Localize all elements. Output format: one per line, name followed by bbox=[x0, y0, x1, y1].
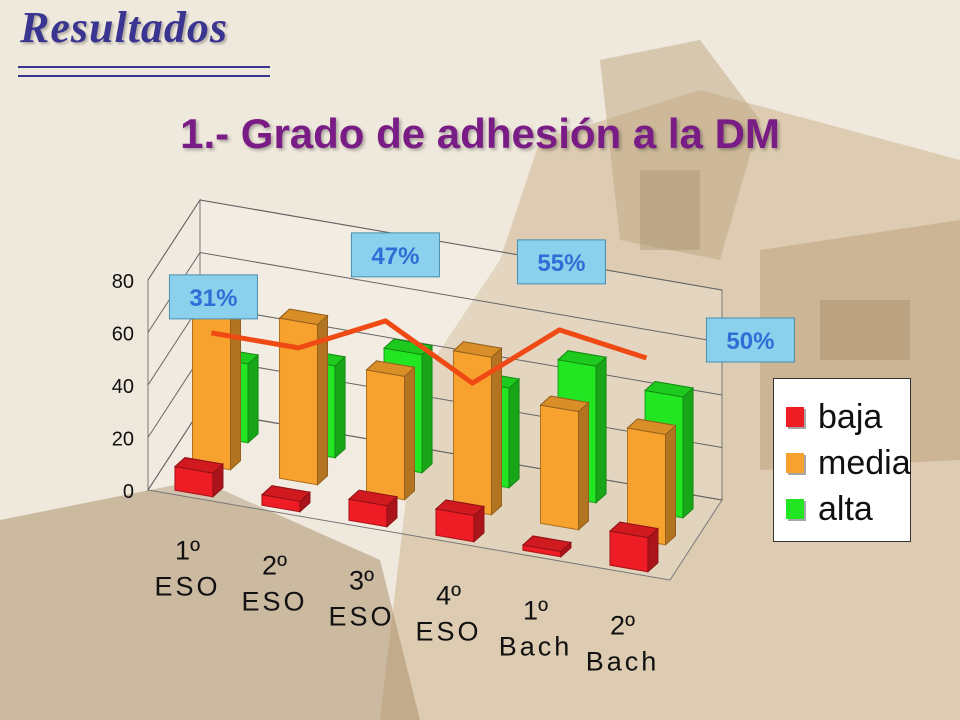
x-tick-label: Bach bbox=[499, 632, 573, 662]
x-tick-label: ESO bbox=[328, 602, 394, 632]
bar-side-alta-4 bbox=[595, 356, 607, 504]
bar-media-2 bbox=[366, 369, 406, 501]
x-tick-label: 1º bbox=[523, 596, 548, 626]
legend-label-baja: baja bbox=[818, 397, 883, 436]
x-tick-label: 4º bbox=[436, 581, 461, 611]
x-tick-label: Bach bbox=[586, 647, 660, 677]
bar-top-media-3 bbox=[452, 341, 503, 358]
bar-top-baja-1 bbox=[260, 485, 312, 502]
bar-top-baja-0 bbox=[173, 457, 225, 474]
annotation-label: 47% bbox=[371, 243, 419, 270]
bar-top-media-4 bbox=[539, 395, 590, 413]
annotation-label: 55% bbox=[537, 250, 585, 277]
x-tick-label: ESO bbox=[154, 572, 220, 602]
legend-item-baja: baja bbox=[786, 397, 882, 437]
legend-swatch-baja bbox=[786, 407, 804, 427]
bar-top-media-1 bbox=[278, 308, 329, 326]
y-tick-label: 40 bbox=[112, 376, 134, 398]
x-tick-label: 1º bbox=[175, 536, 200, 566]
bar-top-alta-2 bbox=[382, 338, 434, 356]
legend-swatch-alta bbox=[786, 499, 804, 519]
bar-side-alta-5 bbox=[682, 386, 694, 519]
x-tick-label: 3º bbox=[349, 566, 374, 596]
legend-item-alta: alta bbox=[786, 489, 873, 529]
bar-top-baja-2 bbox=[347, 489, 399, 507]
chart-title: 1.- Grado de adhesión a la DM bbox=[180, 110, 780, 157]
y-tick-label: 20 bbox=[112, 429, 134, 451]
gridline-60 bbox=[147, 251, 723, 343]
chart-legend: baja media alta bbox=[773, 378, 911, 542]
x-tick-label: ESO bbox=[241, 587, 307, 617]
y-tick-label: 80 bbox=[112, 271, 134, 293]
heading-underline bbox=[18, 66, 270, 77]
bar-side-alta-2 bbox=[421, 344, 433, 474]
annotation-box bbox=[350, 232, 440, 278]
y-tick-label: 60 bbox=[112, 324, 134, 346]
annotation-box bbox=[168, 274, 258, 320]
annotation-box bbox=[705, 317, 795, 363]
bar-top-media-2 bbox=[365, 360, 416, 377]
annotation-label: 50% bbox=[726, 328, 774, 355]
bar-top-alta-5 bbox=[643, 380, 695, 398]
bar-top-alta-4 bbox=[556, 350, 608, 367]
legend-label-media: media bbox=[818, 443, 911, 482]
legend-item-media: media bbox=[786, 443, 911, 483]
bar-media-4 bbox=[540, 404, 580, 531]
x-tick-label: ESO bbox=[415, 617, 481, 647]
bar-top-baja-4 bbox=[521, 535, 573, 553]
legend-label-alta: alta bbox=[818, 489, 873, 528]
bar-side-alta-1 bbox=[334, 355, 346, 459]
x-tick-label: 2º bbox=[262, 551, 287, 581]
slide-heading: Resultados bbox=[20, 3, 229, 52]
annotation-label: 31% bbox=[189, 285, 237, 312]
bar-top-media-5 bbox=[626, 418, 677, 436]
bar-top-baja-5 bbox=[608, 521, 660, 539]
y-tick-label: 0 bbox=[123, 481, 134, 503]
x-tick-label: 2º bbox=[610, 611, 635, 641]
trend-line bbox=[211, 318, 648, 386]
annotation-box bbox=[516, 239, 606, 285]
bar-side-media-2 bbox=[404, 366, 416, 501]
bar-side-media-4 bbox=[578, 401, 590, 531]
bar-side-media-5 bbox=[665, 424, 677, 546]
bar-side-alta-0 bbox=[247, 353, 259, 444]
legend-swatch-media bbox=[786, 453, 804, 473]
bar-baja-5 bbox=[609, 530, 649, 573]
bar-side-alta-3 bbox=[508, 377, 520, 489]
bar-top-baja-3 bbox=[434, 499, 486, 517]
